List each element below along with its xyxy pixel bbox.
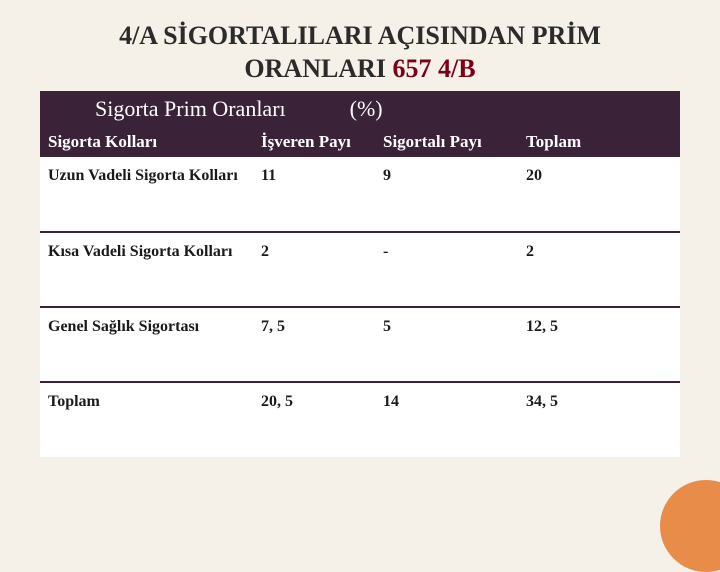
table-cell: 12, 5 xyxy=(518,307,680,382)
table-cell: Toplam xyxy=(40,382,253,457)
table-row: Uzun Vadeli Sigorta Kolları 11 9 20 xyxy=(40,157,680,232)
table-cell: 5 xyxy=(375,307,518,382)
subtitle-right: (%) xyxy=(286,96,383,122)
table-row: Toplam 20, 5 14 34, 5 xyxy=(40,382,680,457)
data-table: Sigorta Kolları İşveren Payı Sigortalı P… xyxy=(40,127,680,457)
title-block: 4/A SİGORTALILARI AÇISINDAN PRİM ORANLAR… xyxy=(30,20,690,85)
table-row: Genel Sağlık Sigortası 7, 5 5 12, 5 xyxy=(40,307,680,382)
title-line2: ORANLARI 657 4/B xyxy=(30,53,690,86)
col-header: Sigortalı Payı xyxy=(375,127,518,157)
title-line1: 4/A SİGORTALILARI AÇISINDAN PRİM xyxy=(30,20,690,53)
title-line2-black: ORANLARI xyxy=(244,54,386,83)
table-row: Kısa Vadeli Sigorta Kolları 2 - 2 xyxy=(40,232,680,307)
table-cell: Kısa Vadeli Sigorta Kolları xyxy=(40,232,253,307)
table-cell: 7, 5 xyxy=(253,307,375,382)
slide: 4/A SİGORTALILARI AÇISINDAN PRİM ORANLAR… xyxy=(0,0,720,540)
table-cell: 11 xyxy=(253,157,375,232)
table-cell: - xyxy=(375,232,518,307)
subtitle-row: Sigorta Prim Oranları (%) xyxy=(40,91,680,127)
decorative-circle-icon xyxy=(660,480,720,572)
table-cell: 20 xyxy=(518,157,680,232)
col-header: Toplam xyxy=(518,127,680,157)
subtitle-left: Sigorta Prim Oranları xyxy=(40,96,286,122)
table-cell: 9 xyxy=(375,157,518,232)
table-cell: Genel Sağlık Sigortası xyxy=(40,307,253,382)
table-cell: 20, 5 xyxy=(253,382,375,457)
col-header: İşveren Payı xyxy=(253,127,375,157)
table-cell: 2 xyxy=(253,232,375,307)
table-cell: Uzun Vadeli Sigorta Kolları xyxy=(40,157,253,232)
table-header-row: Sigorta Kolları İşveren Payı Sigortalı P… xyxy=(40,127,680,157)
title-line2-red: 657 4/B xyxy=(393,54,476,83)
table-cell: 2 xyxy=(518,232,680,307)
table-cell: 34, 5 xyxy=(518,382,680,457)
col-header: Sigorta Kolları xyxy=(40,127,253,157)
table-cell: 14 xyxy=(375,382,518,457)
